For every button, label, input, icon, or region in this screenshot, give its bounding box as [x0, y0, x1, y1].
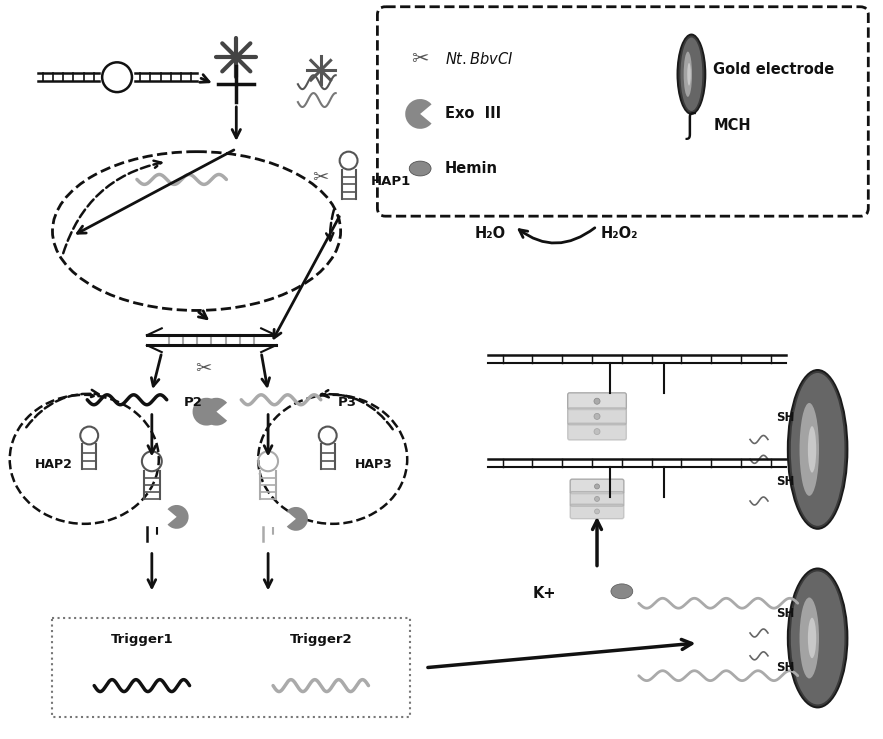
FancyBboxPatch shape	[570, 479, 624, 494]
Text: Gold electrode: Gold electrode	[713, 62, 834, 77]
Text: HAP3: HAP3	[355, 457, 392, 471]
Ellipse shape	[681, 38, 702, 111]
Ellipse shape	[676, 33, 706, 115]
Bar	[52, 618, 411, 718]
Text: Hemin: Hemin	[445, 161, 498, 176]
Text: SH: SH	[776, 607, 794, 620]
Text: SH: SH	[776, 474, 794, 488]
FancyBboxPatch shape	[570, 491, 624, 506]
Ellipse shape	[789, 570, 847, 706]
Circle shape	[594, 413, 600, 420]
Text: HAP1: HAP1	[371, 175, 411, 188]
Ellipse shape	[787, 568, 849, 709]
FancyBboxPatch shape	[568, 393, 626, 409]
Text: $\it{Nt.BbvCI}$: $\it{Nt.BbvCI}$	[445, 51, 513, 67]
Text: SH: SH	[776, 661, 794, 674]
Ellipse shape	[611, 584, 633, 599]
Text: Trigger1: Trigger1	[110, 633, 173, 647]
Text: ✂: ✂	[313, 168, 329, 187]
Circle shape	[594, 509, 600, 514]
Ellipse shape	[791, 571, 844, 704]
Ellipse shape	[409, 161, 431, 176]
Ellipse shape	[799, 403, 819, 496]
Text: Trigger2: Trigger2	[290, 633, 352, 647]
Ellipse shape	[789, 371, 847, 528]
Circle shape	[594, 429, 600, 435]
FancyBboxPatch shape	[570, 504, 624, 519]
Circle shape	[594, 398, 600, 404]
Text: P2: P2	[184, 396, 202, 409]
Text: H₂O₂: H₂O₂	[600, 225, 638, 240]
Ellipse shape	[678, 35, 705, 113]
Ellipse shape	[808, 426, 816, 473]
Ellipse shape	[683, 52, 692, 97]
Ellipse shape	[799, 597, 819, 678]
FancyBboxPatch shape	[568, 408, 626, 425]
Text: K+: K+	[532, 586, 556, 601]
Text: ✂: ✂	[195, 358, 212, 378]
Wedge shape	[192, 398, 217, 426]
Text: ʃ: ʃ	[686, 112, 695, 140]
Circle shape	[594, 484, 600, 489]
Circle shape	[594, 497, 600, 502]
Wedge shape	[168, 505, 189, 529]
Text: ✂: ✂	[411, 50, 429, 69]
Ellipse shape	[787, 369, 849, 530]
Ellipse shape	[791, 373, 844, 526]
Text: MCH: MCH	[713, 118, 751, 133]
Ellipse shape	[687, 63, 691, 86]
Text: Exo  III: Exo III	[445, 106, 502, 121]
Ellipse shape	[808, 618, 816, 658]
Wedge shape	[287, 507, 308, 531]
Text: HAP2: HAP2	[34, 457, 72, 471]
Text: H₂O: H₂O	[474, 225, 505, 240]
FancyBboxPatch shape	[568, 423, 626, 440]
Wedge shape	[202, 398, 227, 426]
Text: SH: SH	[776, 411, 794, 424]
Text: P3: P3	[337, 396, 357, 409]
Wedge shape	[405, 99, 432, 129]
